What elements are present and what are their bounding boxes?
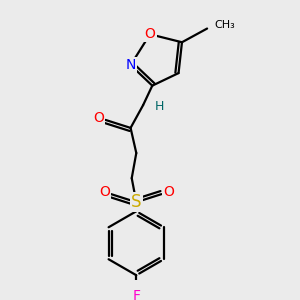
Text: F: F (132, 289, 140, 300)
Text: CH₃: CH₃ (214, 20, 235, 30)
Text: N: N (125, 58, 136, 72)
Text: H: H (154, 100, 164, 113)
Text: O: O (99, 185, 110, 199)
Text: O: O (93, 111, 104, 124)
Text: S: S (131, 193, 142, 211)
Text: O: O (163, 185, 174, 199)
Text: O: O (145, 27, 155, 41)
